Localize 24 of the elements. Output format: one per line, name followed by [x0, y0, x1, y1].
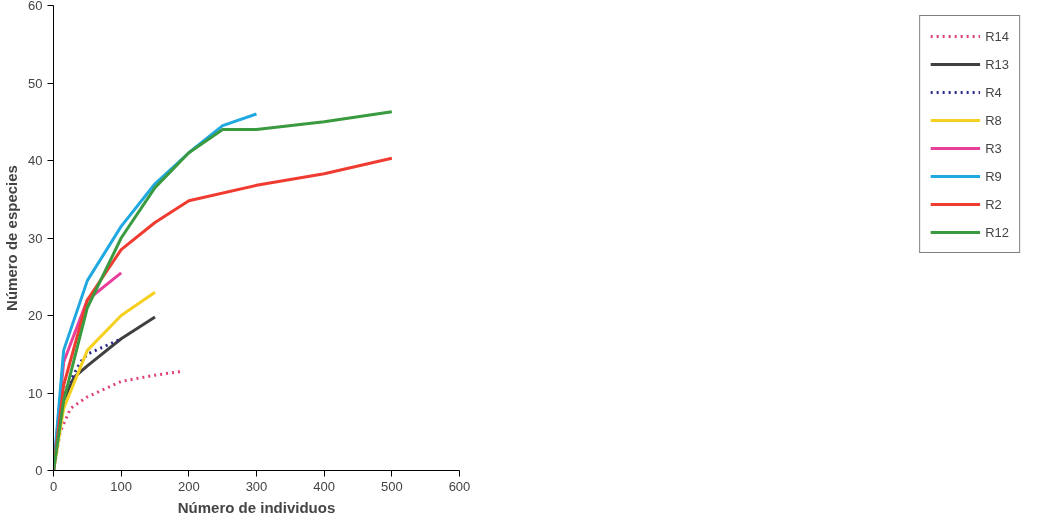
legend-label: R12	[985, 224, 1009, 240]
x-tick-label: 600	[448, 478, 471, 494]
legend-label: R3	[985, 140, 1003, 156]
y-tick-label: 60	[28, 0, 43, 13]
x-tick-label: 100	[110, 478, 133, 494]
x-tick-label: 300	[245, 478, 268, 494]
x-tick-label: 500	[380, 478, 403, 494]
y-tick-label: 20	[28, 308, 43, 323]
x-tick-label: 400	[313, 478, 336, 494]
legend-label: R8	[985, 112, 1003, 128]
y-tick-label: 10	[28, 385, 43, 401]
legend-label: R4	[985, 84, 1003, 100]
y-tick-label: 50	[28, 75, 43, 91]
legend-label: R9	[985, 168, 1003, 184]
legend-label: R13	[985, 56, 1009, 72]
legend-label: R2	[985, 196, 1003, 212]
x-tick-label: 0	[49, 478, 58, 494]
y-tick-label: 30	[28, 230, 43, 246]
y-axis-title: Número de especies	[3, 165, 21, 311]
x-axis-title: Número de individuos	[177, 498, 336, 516]
y-tick-label: 0	[35, 463, 43, 478]
x-tick-label: 200	[177, 478, 200, 494]
y-tick-label: 40	[28, 153, 43, 168]
legend-label: R14	[985, 28, 1009, 44]
